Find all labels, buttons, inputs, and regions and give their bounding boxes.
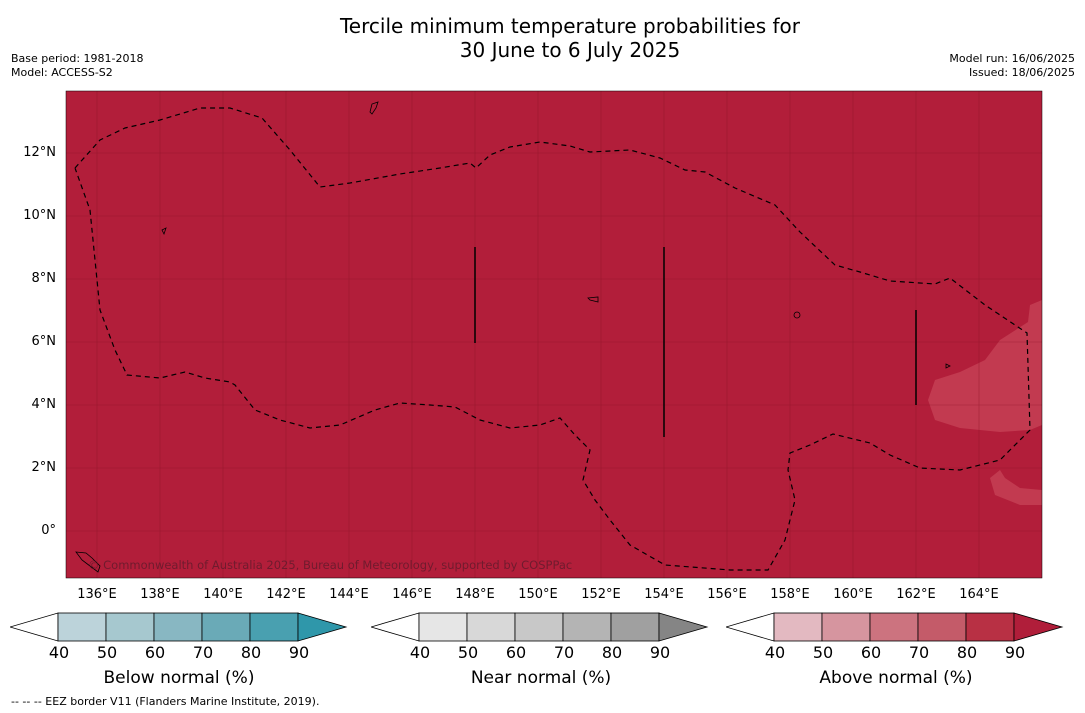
colorbar-tick: 90 (649, 643, 671, 662)
colorbar-segment (965, 612, 1015, 642)
colorbar-extension-high (1013, 612, 1064, 642)
x-tick-label: 142°E (266, 587, 306, 602)
x-tick-label: 138°E (140, 587, 180, 602)
x-tick-label: 148°E (455, 587, 495, 602)
x-tick-label: 144°E (329, 587, 369, 602)
colorbar-tick: 40 (409, 643, 431, 662)
x-tick-label: 150°E (518, 587, 558, 602)
map-title: Tercile minimum temperature probabilitie… (0, 14, 1085, 62)
colorbar-segment (514, 612, 564, 642)
colorbar-segment (562, 612, 612, 642)
colorbar-segment (917, 612, 967, 642)
colorbar-segment (57, 612, 107, 642)
colorbar-extension-low (369, 612, 420, 642)
x-tick-label: 164°E (959, 587, 999, 602)
colorbar-tick: 70 (908, 643, 930, 662)
base-period: Base period: 1981-2018 (11, 52, 144, 65)
map-area (66, 91, 1042, 578)
colorbar-above-normal (724, 612, 1066, 648)
y-tick-label: 4°N (31, 397, 57, 412)
x-tick-label: 160°E (833, 587, 873, 602)
colorbar-near-normal-graphic (369, 612, 709, 642)
eez-legend-note: -- -- -- EEZ border V11 (Flanders Marine… (11, 695, 320, 708)
x-tick-label: 140°E (203, 587, 243, 602)
x-tick-label: 136°E (77, 587, 117, 602)
x-tick-label: 152°E (581, 587, 621, 602)
colorbar-tick: 80 (956, 643, 978, 662)
colorbar-tick: 50 (96, 643, 118, 662)
colorbar-tick: 90 (1004, 643, 1026, 662)
colorbar-segment (249, 612, 299, 642)
y-tick-label: 2°N (31, 460, 57, 475)
colorbar-tick: 90 (288, 643, 310, 662)
x-tick-label: 158°E (770, 587, 810, 602)
y-tick-label: 12°N (23, 145, 56, 160)
colorbar-tick: 80 (240, 643, 262, 662)
colorbar-extension-high (297, 612, 348, 642)
model-name: Model: ACCESS-S2 (11, 66, 113, 79)
colorbar-segment (773, 612, 823, 642)
colorbar-tick: 70 (553, 643, 575, 662)
title-line-2: 30 June to 6 July 2025 (459, 38, 681, 62)
copyright-notice: © Commonwealth of Australia 2025, Bureau… (88, 558, 573, 572)
island-features (474, 247, 917, 437)
model-run: Model run: 16/06/2025 (949, 52, 1075, 65)
colorbar-segment (821, 612, 871, 642)
colorbar-tick: 40 (764, 643, 786, 662)
x-tick-label: 156°E (707, 587, 747, 602)
colorbar-tick: 40 (48, 643, 70, 662)
y-tick-label: 8°N (31, 271, 57, 286)
colorbar-above-normal-graphic (724, 612, 1064, 642)
colorbar-tick: 70 (192, 643, 214, 662)
colorbar-label-near: Near normal (%) (470, 668, 612, 688)
colorbar-segment (418, 612, 468, 642)
y-tick-label: 10°N (23, 208, 56, 223)
y-tick-label: 0° (41, 523, 56, 538)
colorbar-extension-high (658, 612, 709, 642)
map-frame (65, 90, 1043, 579)
colorbar-label-above: Above normal (%) (819, 668, 973, 688)
colorbar-tick: 50 (812, 643, 834, 662)
colorbar-segment (105, 612, 155, 642)
colorbar-tick: 60 (860, 643, 882, 662)
colorbar-segment (869, 612, 919, 642)
colorbar-segment (201, 612, 251, 642)
colorbar-segment (153, 612, 203, 642)
colorbar-segment (610, 612, 660, 642)
colorbar-extension-low (724, 612, 775, 642)
colorbar-extension-low (8, 612, 59, 642)
colorbar-tick: 50 (457, 643, 479, 662)
colorbar-tick: 60 (505, 643, 527, 662)
colorbar-tick: 60 (144, 643, 166, 662)
x-tick-label: 154°E (644, 587, 684, 602)
colorbar-tick: 80 (601, 643, 623, 662)
issued-date: Issued: 18/06/2025 (968, 66, 1075, 79)
colorbar-label-below: Below normal (%) (103, 668, 255, 688)
gridlines (66, 91, 1042, 578)
colorbar-below-normal (8, 612, 350, 648)
colorbar-segment (466, 612, 516, 642)
y-tick-label: 6°N (31, 334, 57, 349)
higher-probability-region (928, 300, 1042, 505)
colorbar-below-normal-graphic (8, 612, 348, 642)
meta-left: Base period: 1981-2018 Model: ACCESS-S2 (11, 52, 143, 80)
x-tick-label: 162°E (896, 587, 936, 602)
islands (75, 101, 951, 573)
colorbar-near-normal (369, 612, 711, 648)
title-line-1: Tercile minimum temperature probabilitie… (339, 14, 801, 38)
x-tick-label: 146°E (392, 587, 432, 602)
meta-right: Model run: 16/06/2025 Issued: 18/06/2025 (949, 52, 1075, 80)
